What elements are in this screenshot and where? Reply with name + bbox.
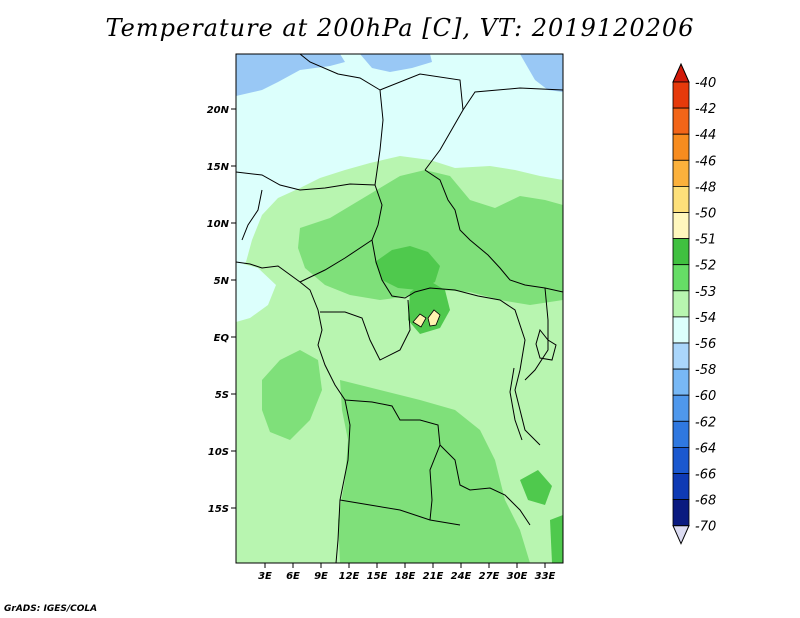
dark-green-patch-3 — [520, 470, 552, 505]
lon-label: 24E — [451, 571, 472, 582]
lat-label: 5S — [215, 390, 229, 401]
lat-label: 5N — [214, 276, 230, 287]
colorbar-label: -58 — [695, 363, 716, 378]
colorbar-label: -62 — [695, 415, 716, 430]
lat-label: 15N — [207, 162, 230, 173]
lon-label: 27E — [479, 571, 500, 582]
dark-green-patch-4 — [550, 515, 563, 563]
colorbar-label: -53 — [695, 285, 716, 300]
border-3 — [462, 87, 563, 111]
colorbar-segment — [672, 499, 690, 527]
yellow-patch-2 — [427, 309, 441, 327]
colorbar-label: -60 — [695, 389, 716, 404]
colorbar: -40 -42 -44 -46 -48 -50 -51 -52 -53 -54 -56 -58 -60 -… — [672, 62, 716, 545]
colorbar-label: -46 — [695, 154, 716, 169]
border-12 — [524, 287, 549, 381]
colorbar-label: -48 — [695, 180, 716, 195]
colorbar-segment — [672, 238, 690, 266]
colorbar-segment — [672, 368, 690, 396]
colorbar-label: -40 — [695, 76, 716, 91]
colorbar-label: -44 — [695, 128, 716, 143]
map-title: Temperature at 200hPa [C], VT: 201912020… — [105, 14, 695, 42]
colorbar-segment — [672, 316, 690, 344]
border-2 — [379, 73, 464, 171]
lon-label: 6E — [286, 571, 300, 582]
lon-label: 3E — [258, 571, 272, 582]
colorbar-bottom-arrow — [672, 525, 690, 545]
border-6 — [299, 239, 373, 283]
blue-region-ne — [520, 54, 563, 92]
colorbar-label: -68 — [695, 494, 716, 509]
colorbar-segment — [672, 473, 690, 501]
border-4 — [236, 171, 383, 263]
border-13 — [241, 189, 263, 241]
border-10 — [429, 444, 441, 521]
colorbar-segment — [672, 107, 690, 135]
blue-region — [236, 54, 345, 96]
colorbar-label: -56 — [695, 337, 716, 352]
dark-green-patch — [375, 246, 440, 290]
mid-green-north — [298, 170, 563, 305]
colorbar-segment — [672, 159, 690, 187]
lat-label: 20N — [207, 105, 230, 116]
lat-label: 10N — [207, 219, 230, 230]
lon-label: 15E — [367, 571, 388, 582]
border-5 — [424, 169, 563, 293]
lake-2 — [535, 328, 557, 361]
colorbar-top-arrow — [672, 62, 690, 83]
colorbar-label: -51 — [695, 233, 716, 248]
lat-labels: 20N 15N 10N 5N EQ 5S 10S 15S — [207, 105, 230, 515]
cyan-region — [236, 54, 563, 270]
colorbar-label: -70 — [695, 520, 716, 535]
colorbar-segment — [672, 342, 690, 370]
lon-labels: 3E 6E 9E 12E 15E 18E 21E 24E 27E 30E 33E — [258, 571, 555, 582]
colorbar-segment — [672, 81, 690, 109]
lat-label: 15S — [208, 504, 229, 515]
colorbar-segment — [672, 133, 690, 161]
colorbar-label: -66 — [695, 468, 716, 483]
mid-green-west — [262, 350, 322, 440]
blue-region-east — [360, 54, 432, 72]
colorbar-segment — [672, 212, 690, 240]
lon-label: 9E — [314, 571, 328, 582]
colorbar-segment — [672, 185, 690, 213]
colorbar-segment — [672, 394, 690, 422]
lat-label: 10S — [208, 447, 229, 458]
colorbar-segment — [672, 420, 690, 448]
colorbar-label: -54 — [695, 311, 716, 326]
border-8 — [320, 299, 411, 361]
colorbar-segment — [672, 290, 690, 318]
border-11 — [514, 369, 541, 446]
colorbar-label: -52 — [695, 259, 716, 274]
colorbar-label: -42 — [695, 102, 716, 117]
colorbar-segment — [672, 264, 690, 292]
lat-axis — [231, 108, 236, 509]
lon-label: 30E — [507, 571, 528, 582]
colorbar-label: -64 — [695, 441, 716, 456]
border-1 — [299, 54, 384, 186]
map-panel — [236, 54, 563, 563]
lon-label: 18E — [395, 571, 416, 582]
lon-label: 21E — [423, 571, 444, 582]
lon-axis — [264, 563, 546, 568]
lon-label: 12E — [339, 571, 360, 582]
grads-credit: GrADS: IGES/COLA — [4, 604, 98, 614]
lon-label: 33E — [535, 571, 556, 582]
map-frame — [235, 53, 564, 564]
lake-1 — [509, 367, 523, 441]
border-14 — [339, 499, 461, 526]
mid-green-south — [338, 380, 530, 563]
colorbar-segment — [672, 446, 690, 474]
coastline-west — [236, 261, 351, 563]
border-9 — [344, 399, 531, 526]
yellow-patch — [412, 313, 427, 328]
cyan-region-west — [236, 262, 276, 322]
boundaries — [236, 54, 563, 563]
colorbar-label: -50 — [695, 207, 716, 222]
lat-label: EQ — [214, 333, 230, 344]
border-7 — [375, 261, 526, 371]
